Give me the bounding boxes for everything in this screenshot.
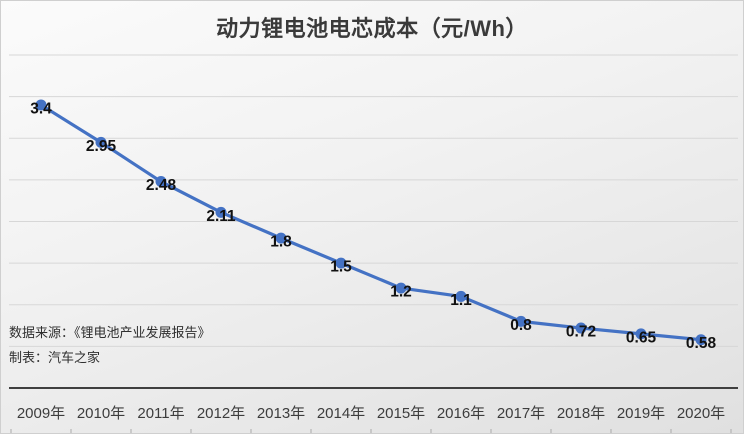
- x-axis-label: 2016年: [437, 405, 485, 422]
- data-point-marker: [635, 328, 647, 340]
- x-axis-label: 2017年: [497, 405, 545, 422]
- x-axis-label: 2020年: [677, 405, 725, 422]
- data-label: 1.1: [450, 292, 472, 309]
- data-point-marker: [515, 315, 527, 327]
- data-label: 2.11: [206, 208, 236, 225]
- data-point-marker: [575, 322, 587, 334]
- data-point-marker: [215, 206, 227, 218]
- data-label: 1.8: [270, 234, 292, 251]
- x-axis-label: 2011年: [137, 405, 184, 422]
- data-label: 0.58: [686, 335, 717, 352]
- data-point-marker: [395, 282, 407, 294]
- credit-note: 制表：汽车之家: [9, 350, 101, 365]
- data-point-marker: [335, 257, 347, 269]
- data-point-marker: [35, 99, 47, 111]
- x-axis-label: 2013年: [257, 405, 305, 422]
- data-point-marker: [155, 176, 167, 188]
- data-label: 0.65: [626, 329, 657, 346]
- data-point-marker: [455, 290, 467, 302]
- data-label: 2.95: [86, 138, 117, 155]
- data-point-marker: [695, 334, 707, 346]
- x-axis-label: 2019年: [617, 405, 665, 422]
- data-label: 0.72: [566, 324, 596, 341]
- data-point-marker: [275, 232, 287, 244]
- data-label: 0.8: [510, 317, 532, 334]
- data-label: 1.2: [390, 284, 412, 301]
- series-line: [39, 103, 703, 342]
- data-label: 1.5: [330, 259, 352, 276]
- source-note: 数据来源：《锂电池产业发展报告》: [9, 325, 211, 340]
- x-axis-label: 2015年: [377, 405, 425, 422]
- chart-title: 动力锂电池电芯成本（元/Wh）: [216, 16, 528, 41]
- data-point-marker: [95, 136, 107, 148]
- x-axis-label: 2009年: [17, 405, 65, 422]
- x-axis-label: 2012年: [197, 405, 245, 422]
- x-axis-label: 2010年: [77, 405, 125, 422]
- data-label: 2.48: [146, 177, 177, 194]
- data-label: 3.4: [30, 100, 52, 117]
- x-axis-label: 2018年: [557, 405, 605, 422]
- x-axis-label: 2014年: [317, 405, 365, 422]
